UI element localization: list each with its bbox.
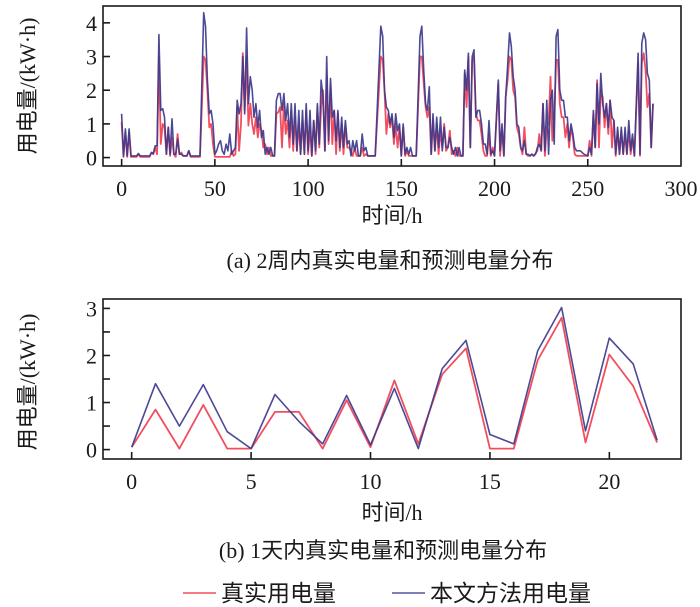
chart-b-x-tick-label: 15 [479,469,501,494]
chart-a-series [120,11,654,158]
chart-b-ylabel: 用电量/(kW·h) [15,314,40,451]
chart-a-y-tick-label: 0 [86,146,97,171]
chart-a-x-tick-label: 200 [478,176,511,201]
chart-a-frame [102,5,682,167]
chart-a-x-tick-label: 300 [665,176,698,201]
chart-b-series-predicted-line [130,306,658,450]
legend-label-real: 真实用电量 [221,581,336,606]
chart-b-caption: (b) 1天内真实电量和预测电量分布 [219,538,547,563]
chart-a-x-tick-label: 250 [571,176,604,201]
chart-a-xlabel: 时间/h [361,203,422,228]
chart-b-x-tick-label: 10 [360,469,382,494]
chart-b-x-tick-label: 20 [598,469,620,494]
chart-b-frame [102,298,682,460]
chart-a-y-tick-label: 3 [86,45,97,70]
chart-a-x-tick-label: 100 [292,176,325,201]
chart-b-series-real-line [130,316,658,450]
chart-a-y-tick-label: 2 [86,78,97,103]
chart-a-x-tick-label: 0 [116,176,127,201]
chart-b-xlabel: 时间/h [361,500,422,525]
legend-label-predicted: 本文方法用电量 [430,581,591,606]
chart-a-y-tick-label: 1 [86,112,97,137]
legend: 真实用电量 本文方法用电量 [183,581,591,606]
chart-a-caption: (a) 2周内真实电量和预测电量分布 [227,248,554,273]
chart-b-y-tick-label: 2 [86,343,97,368]
chart-b-y-tick-label: 3 [86,296,97,321]
chart-a-y-tick-label: 4 [86,11,97,36]
chart-b-series [130,306,658,450]
chart-a-x-axis: 0 50 100 150 200 250 300 [116,159,698,201]
chart-a-series-predicted-line [120,11,654,157]
chart-b-x-tick-label: 5 [246,469,257,494]
chart-a-y-axis: 0 1 2 3 4 [86,11,110,171]
chart-a-ylabel: 用电量/(kW·h) [15,18,40,155]
chart-a-x-tick-label: 50 [204,176,226,201]
chart-b-y-tick-label: 0 [86,438,97,463]
chart-b-x-tick-label: 0 [126,469,137,494]
chart-b-y-tick-label: 1 [86,391,97,416]
chart-b-x-axis: 0 5 10 15 20 [126,452,620,494]
chart-b-y-axis: 0 1 2 3 [86,296,110,463]
chart-b: 0 1 2 3 0 5 10 15 20 用电量/(kW·h) 时间/h (b) 1天内真实电… [15,296,682,563]
chart-a: 0 1 2 3 4 0 50 100 150 200 250 300 用电量/(kW·h) 时间/h… [15,5,698,273]
chart-a-x-tick-label: 150 [385,176,418,201]
